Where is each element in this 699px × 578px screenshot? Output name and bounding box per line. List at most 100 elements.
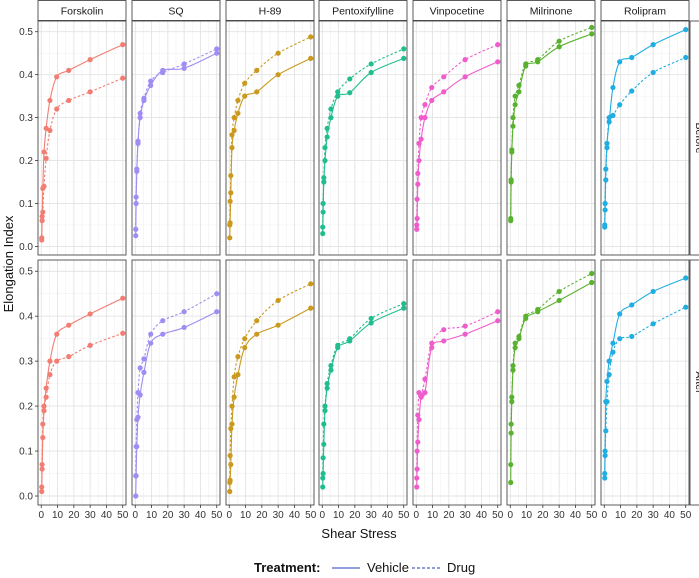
x-tick-label: 50 [680,510,692,521]
data-point [228,461,234,468]
data-point [617,59,623,65]
data-point [181,65,187,71]
data-point [508,421,514,427]
data-point [133,194,139,200]
data-point [508,430,514,436]
data-point [602,207,608,213]
data-point [66,67,72,73]
data-point [141,369,147,375]
data-point [414,226,420,232]
data-point [418,115,424,121]
data-point [516,82,522,88]
data-point [683,275,689,281]
data-point [422,102,428,108]
facet-strip-label: Milrinone [530,6,573,18]
data-point [66,322,72,328]
data-point [604,399,610,405]
data-point [54,358,60,364]
gridlines [507,21,595,255]
data-point [148,78,154,84]
data-point [324,134,330,140]
data-point [347,90,353,96]
panel-milrinone-after [506,259,596,506]
x-tick-label: 50 [211,510,223,521]
data-point [603,428,609,434]
data-point [308,55,314,61]
facet-strip-sq: SQ [131,0,221,21]
series-line-drug [510,26,592,219]
data-point [328,367,334,373]
data-point [441,327,447,333]
panel-vinpocetine-after [412,259,502,506]
data-point [368,61,374,67]
y-tick-label: 0.3 [19,113,33,124]
data-point [683,54,689,61]
data-point [610,84,616,91]
data-point [87,311,93,317]
series-line-drug [41,332,123,488]
data-point [629,88,635,94]
series-line-vehicle [229,307,311,492]
data-point [415,439,421,445]
data-point [235,372,241,378]
y-tick-label: 0.4 [19,312,33,323]
data-point [495,42,501,48]
facet-row-strip-label: Before [693,123,699,154]
data-point [39,461,45,468]
data-point [320,484,326,490]
data-point [602,200,608,207]
data-point [66,97,72,104]
legend-label-vehicle: Vehicle [367,560,409,575]
data-point [41,408,47,414]
data-point [556,38,562,44]
data-point [120,75,126,81]
y-tick-label: 0.0 [19,242,33,253]
data-point [535,306,541,313]
data-point [650,69,656,76]
data-point [47,127,53,134]
data-point [41,403,47,409]
data-point [214,46,220,52]
data-point [401,301,407,307]
data-point [135,390,141,396]
data-point [512,340,518,346]
facet-strip-rolipram: Rolipram [600,0,690,21]
x-tick-label: 50 [586,510,598,521]
data-point [133,226,139,232]
data-point [324,125,330,131]
series-drug [320,46,407,230]
x-tick-label: 50 [305,510,317,521]
x-tick-label: 50 [398,510,410,521]
data-point [606,119,612,125]
data-point [321,421,327,427]
facet-panels: Forskolin SQ H-89 Pentoxifylline Vinpocetine… [37,0,699,506]
x-tick-label: 10 [521,510,533,521]
gridlines [38,21,126,255]
x-tick-label: 30 [554,510,566,521]
data-point [508,215,514,222]
data-point [401,305,407,311]
data-point [335,93,341,99]
gridlines [507,260,595,505]
data-point [683,304,689,310]
data-point [135,140,141,146]
y-axis: 0.0 0.1 0.2 0.3 0.4 0.5 0.0 0.1 0.2 0.3 0.4 0.5 [19,27,38,503]
data-point [133,493,139,499]
data-point [512,345,518,351]
data-point [214,50,220,56]
data-point [227,488,233,495]
data-point [629,302,635,308]
data-point [242,80,248,86]
data-point [227,479,233,486]
y-tick-label: 0.3 [19,357,33,368]
data-point [602,475,608,481]
data-point [610,349,616,355]
data-point [347,76,353,82]
data-point [606,372,612,378]
x-tick-label: 0 [413,510,419,521]
x-tick-label: 20 [68,510,80,521]
data-point [328,106,334,112]
data-point [324,381,330,387]
data-point [414,484,420,490]
